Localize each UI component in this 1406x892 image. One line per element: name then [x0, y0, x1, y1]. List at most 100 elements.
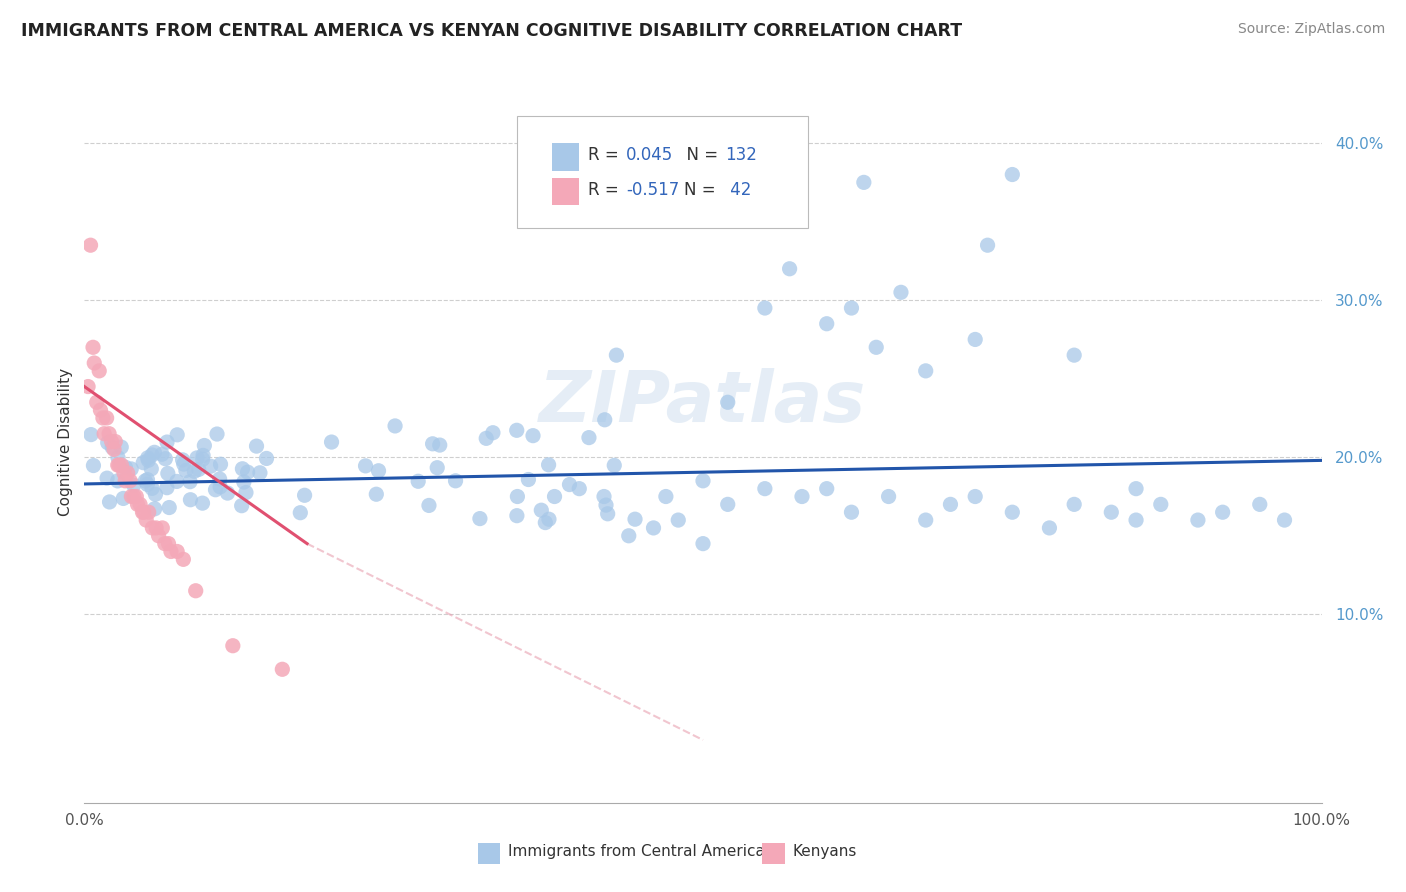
Point [91, 411, 114, 425]
Point [100, 434, 122, 449]
Point [82, 340, 104, 354]
Point [890, 285, 912, 300]
Text: Immigrants from Central America: Immigrants from Central America [508, 845, 765, 859]
Point [156, 435, 179, 450]
Point [578, 431, 600, 445]
Point [1187, 513, 1209, 527]
Point [231, 499, 253, 513]
Point [1274, 513, 1296, 527]
Point [103, 442, 125, 457]
Point [89, 364, 111, 378]
Point [595, 498, 617, 512]
Point [655, 490, 678, 504]
Point [101, 440, 124, 454]
Point [191, 452, 214, 467]
Point [107, 458, 129, 472]
Point [120, 462, 142, 476]
Point [93, 426, 115, 441]
Point [475, 431, 498, 445]
Point [172, 453, 194, 467]
Point [125, 490, 148, 504]
Point [1249, 497, 1271, 511]
Point [815, 317, 838, 331]
Point [89, 403, 111, 417]
Point [166, 427, 188, 442]
Point [754, 482, 776, 496]
Text: -0.517: -0.517 [626, 181, 679, 199]
Point [537, 458, 560, 472]
Point [568, 482, 591, 496]
Point [232, 475, 254, 489]
Point [145, 487, 167, 501]
Y-axis label: Cognitive Disability: Cognitive Disability [58, 368, 73, 516]
Point [120, 474, 142, 488]
Point [692, 536, 714, 550]
Point [96, 411, 118, 425]
Point [77, 379, 100, 393]
Point [444, 474, 467, 488]
Point [114, 474, 136, 488]
Point [1099, 505, 1122, 519]
Point [965, 490, 987, 504]
Point [98, 426, 121, 441]
Point [1038, 521, 1060, 535]
Point [367, 464, 389, 478]
Bar [478, 843, 501, 864]
Point [384, 419, 406, 434]
Point [617, 529, 640, 543]
Point [222, 639, 245, 653]
Point [643, 521, 665, 535]
Point [596, 507, 619, 521]
Point [841, 505, 863, 519]
Point [537, 512, 560, 526]
Point [1001, 168, 1024, 182]
Point [135, 513, 157, 527]
Point [156, 481, 179, 495]
Point [184, 583, 207, 598]
Point [141, 481, 163, 495]
Point [543, 490, 565, 504]
Text: R =: R = [588, 181, 624, 199]
Point [865, 340, 887, 354]
Point [136, 453, 159, 467]
Point [141, 521, 163, 535]
Point [209, 457, 232, 471]
Point [191, 496, 214, 510]
Point [150, 447, 173, 461]
Point [235, 485, 257, 500]
Point [179, 492, 201, 507]
Point [132, 456, 155, 470]
Point [150, 521, 173, 535]
Point [107, 474, 129, 488]
Point [418, 499, 440, 513]
Point [1125, 482, 1147, 496]
Point [593, 490, 616, 504]
Point [86, 395, 108, 409]
Point [666, 513, 689, 527]
Point [166, 475, 188, 489]
Point [217, 486, 239, 500]
Point [593, 413, 616, 427]
Point [122, 478, 145, 492]
Point [160, 544, 183, 558]
Point [156, 467, 179, 481]
Point [104, 434, 127, 449]
Point [1063, 497, 1085, 511]
Point [136, 477, 159, 491]
Text: 42: 42 [725, 181, 752, 199]
Point [143, 445, 166, 459]
Point [187, 462, 209, 476]
Point [294, 488, 316, 502]
Point [468, 511, 491, 525]
Point [145, 521, 167, 535]
Point [354, 458, 377, 473]
Point [1212, 505, 1234, 519]
Point [406, 475, 429, 489]
Point [506, 490, 529, 504]
Point [522, 428, 544, 442]
Point [506, 423, 529, 437]
Point [914, 364, 936, 378]
Point [717, 497, 740, 511]
Point [172, 552, 194, 566]
Point [193, 438, 215, 452]
